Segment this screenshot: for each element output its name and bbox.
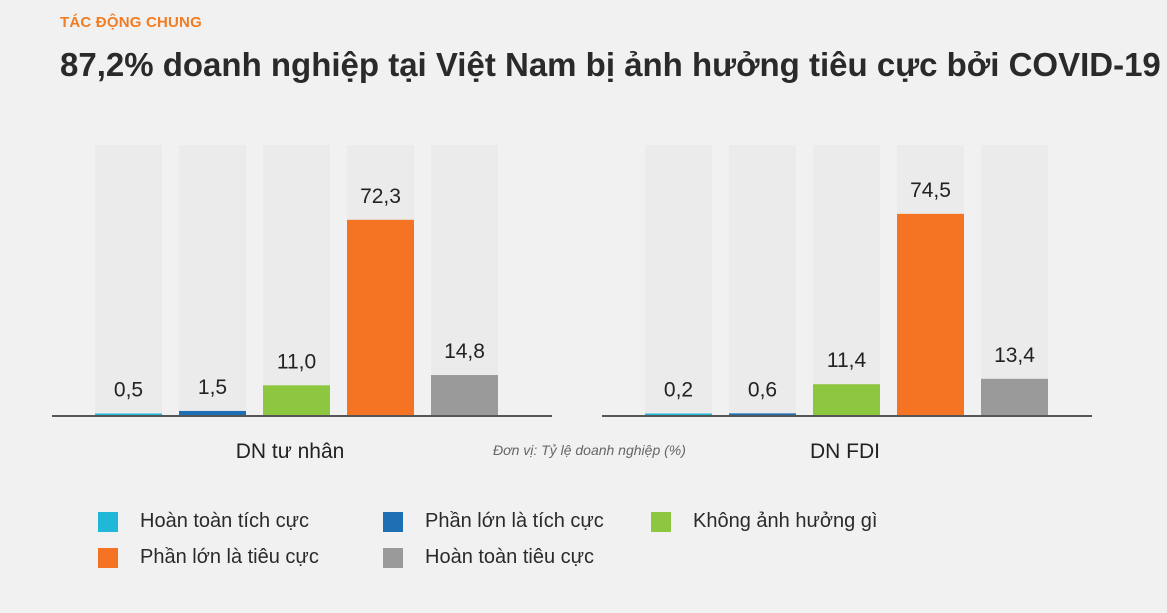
chart-legend: Hoàn toàn tích cực Phần lớn là tích cực … xyxy=(98,506,998,586)
bar-value-label: 0,2 xyxy=(664,379,693,402)
bar xyxy=(981,378,1048,415)
bar-background xyxy=(645,145,712,415)
legend-item: Phần lớn là tiêu cực xyxy=(98,546,319,569)
bar-value-label: 1,5 xyxy=(198,376,227,399)
bar-value-label: 74,5 xyxy=(910,179,951,202)
bar-background xyxy=(813,145,880,415)
bar xyxy=(347,219,414,415)
bar xyxy=(179,410,246,415)
bar-background xyxy=(729,145,796,415)
legend-item: Phần lớn là tích cực xyxy=(383,510,604,533)
legend-swatch xyxy=(651,511,671,532)
bar-value-label: 72,3 xyxy=(360,185,401,208)
bar xyxy=(95,413,162,415)
bar xyxy=(431,375,498,415)
bar xyxy=(813,384,880,415)
legend-swatch xyxy=(383,547,403,568)
legend-item: Hoàn toàn tích cực xyxy=(98,510,309,533)
legend-swatch xyxy=(98,511,118,532)
bar-value-label: 13,4 xyxy=(994,344,1035,367)
bar-value-label: 11,4 xyxy=(827,349,867,372)
legend-swatch xyxy=(98,547,118,568)
bar-value-label: 0,6 xyxy=(748,378,777,401)
category-label: DN tư nhân xyxy=(236,440,345,463)
legend-label: Hoàn toàn tích cực xyxy=(140,510,310,532)
legend-swatch xyxy=(383,511,403,532)
bar-background xyxy=(981,145,1048,415)
unit-note: Đơn vị: Tỷ lệ doanh nghiệp (%) xyxy=(493,442,686,458)
bar xyxy=(729,413,796,415)
bar xyxy=(897,213,964,415)
bar-chart: 0,5 1,5 11,0 72,3 14,8 DN tư nhân 0,2 0,6 11,4 74… xyxy=(52,145,1092,463)
legend-label: Phần lớn là tiêu cực xyxy=(140,546,319,568)
bar-background xyxy=(431,145,498,415)
section-eyebrow: TÁC ĐỘNG CHUNG xyxy=(60,14,202,31)
bar-background xyxy=(95,145,162,415)
legend-label: Không ảnh hưởng gì xyxy=(693,510,878,532)
legend-label: Phần lớn là tích cực xyxy=(425,510,604,532)
bar-value-label: 14,8 xyxy=(444,340,485,363)
bar-background xyxy=(179,145,246,415)
bar xyxy=(263,385,330,415)
bar-background xyxy=(263,145,330,415)
bar-value-label: 11,0 xyxy=(277,350,316,373)
legend-item: Hoàn toàn tiêu cực xyxy=(383,546,594,569)
bar xyxy=(645,413,712,415)
legend-label: Hoàn toàn tiêu cực xyxy=(425,546,595,568)
bar-value-label: 0,5 xyxy=(114,379,143,402)
page-title: 87,2% doanh nghiệp tại Việt Nam bị ảnh h… xyxy=(60,46,1161,83)
category-label: DN FDI xyxy=(810,440,880,463)
legend-item: Không ảnh hưởng gì xyxy=(651,510,877,533)
